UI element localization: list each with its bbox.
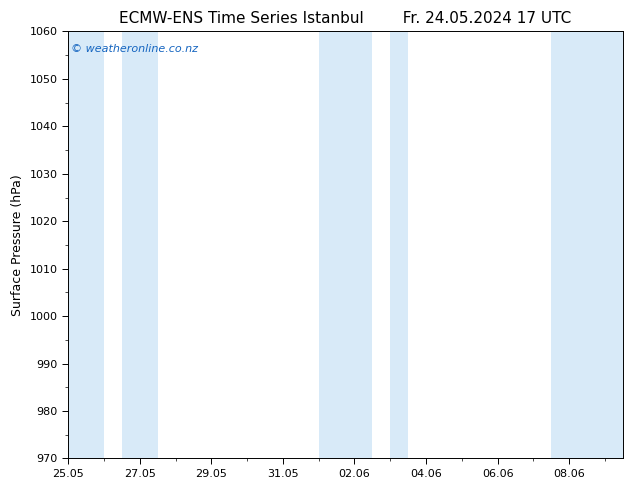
Title: ECMW-ENS Time Series Istanbul        Fr. 24.05.2024 17 UTC: ECMW-ENS Time Series Istanbul Fr. 24.05.…: [119, 11, 572, 26]
Y-axis label: Surface Pressure (hPa): Surface Pressure (hPa): [11, 174, 24, 316]
Bar: [319, 31, 372, 459]
Bar: [68, 31, 104, 459]
Bar: [122, 31, 158, 459]
Bar: [391, 31, 408, 459]
Bar: [552, 31, 623, 459]
Text: © weatheronline.co.nz: © weatheronline.co.nz: [71, 44, 198, 54]
